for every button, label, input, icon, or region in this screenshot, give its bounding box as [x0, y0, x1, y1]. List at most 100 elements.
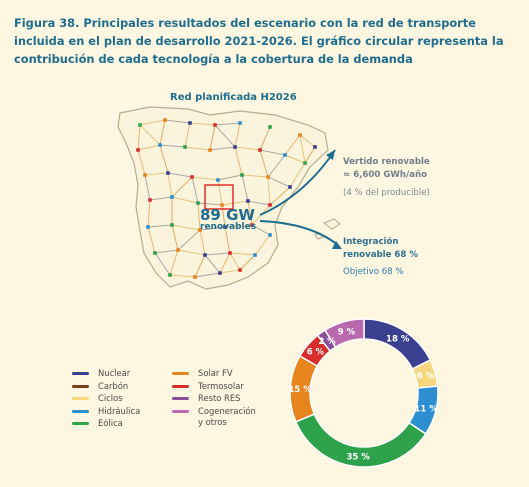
- curtailment-pct: (4 % del producible): [343, 188, 430, 198]
- grid-line: [269, 186, 291, 206]
- legend-swatch: [172, 372, 189, 375]
- grid-line: [284, 134, 301, 156]
- legend-label: Nuclear: [98, 368, 131, 378]
- grid-line: [147, 199, 151, 228]
- grid-line: [304, 146, 316, 164]
- grid-line: [164, 119, 191, 124]
- substation-marker: [138, 123, 142, 127]
- grid-line: [241, 174, 269, 178]
- grid-line: [149, 196, 173, 201]
- grid-line: [204, 254, 221, 274]
- substation-marker: [170, 195, 174, 199]
- substation-marker: [168, 273, 172, 277]
- grid-line: [284, 154, 306, 164]
- grid-line: [191, 176, 219, 181]
- grid-line: [267, 176, 291, 188]
- arrow-curtailment: [259, 149, 336, 216]
- legend-label: Solar FV: [198, 368, 233, 378]
- substation-marker: [166, 171, 170, 175]
- substation-marker: [253, 253, 257, 257]
- legend-label: Termosolar: [198, 380, 244, 391]
- grid-line: [137, 149, 146, 176]
- substation-marker: [193, 275, 197, 279]
- grid-line: [241, 174, 249, 202]
- substation-marker: [203, 253, 207, 257]
- substation-marker: [196, 201, 200, 205]
- grid-line: [199, 229, 206, 256]
- integration-line1: Integración: [343, 237, 399, 247]
- grid-line: [209, 124, 216, 151]
- grid-line: [171, 224, 179, 251]
- grid-line: [197, 202, 223, 206]
- substation-marker: [170, 223, 174, 227]
- substation-marker: [268, 125, 272, 129]
- legend-label: Resto RES: [198, 393, 241, 403]
- substation-marker: [218, 271, 222, 275]
- grid-line: [169, 274, 196, 278]
- substation-marker: [238, 268, 242, 272]
- grid-line: [234, 146, 261, 151]
- substation-marker: [143, 173, 147, 177]
- highlight-box-north: [204, 184, 234, 210]
- legend-swatch: [72, 372, 89, 375]
- grid-line: [254, 234, 271, 256]
- grid-line: [209, 146, 236, 151]
- substation-marker: [208, 148, 212, 152]
- substation-marker: [223, 225, 227, 229]
- grid-line: [171, 176, 193, 198]
- grid-line: [224, 226, 231, 254]
- substation-marker: [313, 145, 317, 149]
- grid-line: [184, 122, 191, 148]
- grid-line: [251, 224, 271, 236]
- substation-marker: [268, 233, 272, 237]
- donut-chart: 18 %6 %11 %35 %15 %6 %2 %9 %: [288, 318, 439, 468]
- substation-marker: [188, 121, 192, 125]
- legend-swatch: [72, 409, 89, 413]
- donut-data-label: 18 %: [386, 335, 410, 345]
- grid-line: [159, 119, 166, 146]
- grid-line: [221, 200, 249, 206]
- grid-line: [229, 252, 241, 271]
- grid-line: [159, 144, 186, 148]
- grid-line: [197, 202, 201, 231]
- figure-title: Figura 38. Principales resultados del es…: [14, 16, 504, 66]
- grid-line: [169, 249, 179, 276]
- substation-marker: [158, 143, 162, 147]
- donut-data-label: 6 %: [417, 371, 435, 381]
- grid-line: [171, 224, 201, 231]
- curtailment-line2: ≈ 6,600 GWh/año: [343, 170, 427, 180]
- grid-line: [259, 149, 286, 156]
- substation-marker: [258, 148, 262, 152]
- grid-line: [247, 200, 253, 226]
- grid-line: [191, 176, 199, 204]
- legend-swatch: [72, 384, 89, 388]
- integration-line2: renovable 68 %: [343, 250, 418, 260]
- substation-marker: [283, 153, 287, 157]
- grid-line: [239, 254, 256, 271]
- grid-line: [177, 249, 206, 256]
- legend-label: Hidráulica: [98, 405, 141, 416]
- iberia-outline: [117, 106, 329, 290]
- substation-marker: [303, 161, 307, 165]
- substation-marker: [213, 123, 217, 127]
- legend-label: Ciclos: [98, 393, 123, 403]
- substation-marker: [268, 203, 272, 207]
- grid-line: [144, 172, 169, 176]
- substation-marker: [238, 121, 242, 125]
- substation-marker: [288, 185, 292, 189]
- substation-marker: [183, 145, 187, 149]
- substation-marker: [190, 175, 194, 179]
- grid-line: [217, 174, 243, 181]
- grid-line: [189, 122, 216, 126]
- substation-marker: [163, 118, 167, 122]
- grid-line: [154, 249, 179, 254]
- arrow-curtailment-head: [326, 150, 335, 160]
- transmission-grid: [137, 119, 316, 278]
- grid-line: [137, 144, 161, 151]
- grid-line: [147, 224, 173, 228]
- grid-line: [267, 154, 286, 178]
- grid-line: [139, 124, 161, 146]
- substation-marker: [176, 248, 180, 252]
- grid-line: [147, 226, 156, 254]
- curtailment-line1: Vertido renovable: [343, 157, 430, 167]
